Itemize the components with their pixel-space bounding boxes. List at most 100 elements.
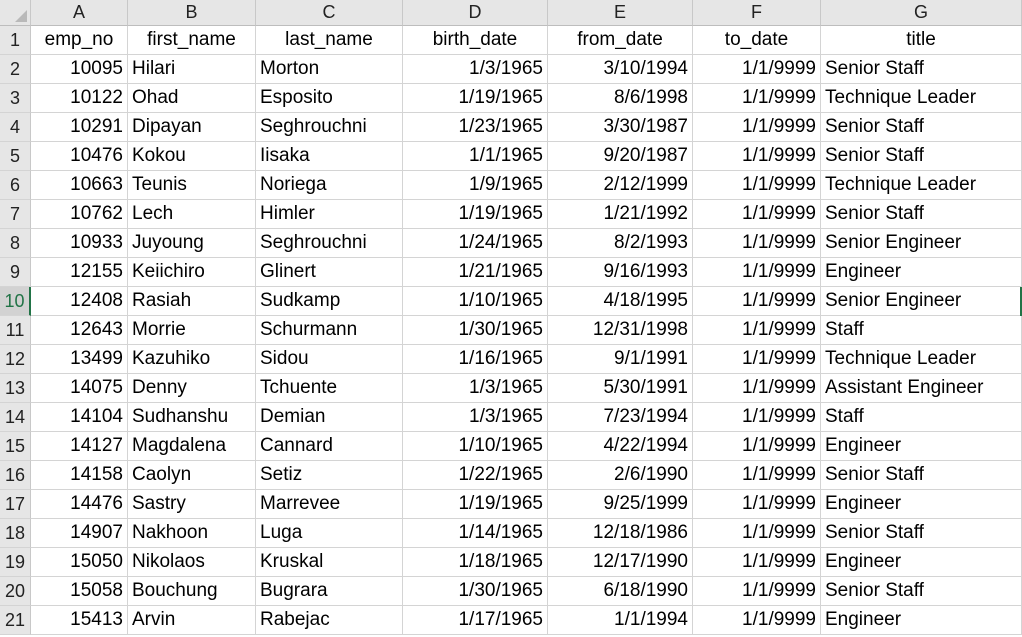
cell-emp-no[interactable]: 15058 [31, 577, 128, 606]
cell-first-name[interactable]: Denny [128, 374, 256, 403]
cell-from-date[interactable]: 9/1/1991 [548, 345, 693, 374]
cell-to-date[interactable]: 1/1/9999 [693, 403, 821, 432]
cell-title[interactable]: Assistant Engineer [821, 374, 1022, 403]
cell-from-date[interactable]: 12/17/1990 [548, 548, 693, 577]
cell-first-name[interactable]: Sastry [128, 490, 256, 519]
cell-from-date[interactable]: 2/12/1999 [548, 171, 693, 200]
cell-title[interactable]: Engineer [821, 606, 1022, 635]
cell-last-name[interactable]: Setiz [256, 461, 403, 490]
cell-emp-no[interactable]: 14104 [31, 403, 128, 432]
column-header-e[interactable]: E [548, 0, 693, 26]
cell-header-last-name[interactable]: last_name [256, 26, 403, 55]
cell-header-to-date[interactable]: to_date [693, 26, 821, 55]
row-header[interactable]: 2 [0, 55, 31, 84]
column-header-c[interactable]: C [256, 0, 403, 26]
cell-birth-date[interactable]: 1/19/1965 [403, 84, 548, 113]
cell-to-date[interactable]: 1/1/9999 [693, 229, 821, 258]
row-header[interactable]: 17 [0, 490, 31, 519]
cell-first-name[interactable]: Dipayan [128, 113, 256, 142]
cell-from-date[interactable]: 9/20/1987 [548, 142, 693, 171]
row-header[interactable]: 7 [0, 200, 31, 229]
cell-title[interactable]: Engineer [821, 490, 1022, 519]
cell-title[interactable]: Senior Staff [821, 142, 1022, 171]
cell-emp-no[interactable]: 10291 [31, 113, 128, 142]
cell-last-name[interactable]: Cannard [256, 432, 403, 461]
cell-from-date[interactable]: 1/21/1992 [548, 200, 693, 229]
cell-last-name[interactable]: Noriega [256, 171, 403, 200]
cell-emp-no[interactable]: 12643 [31, 316, 128, 345]
row-header[interactable]: 18 [0, 519, 31, 548]
cell-title[interactable]: Staff [821, 316, 1022, 345]
cell-emp-no[interactable]: 14907 [31, 519, 128, 548]
cell-from-date[interactable]: 3/10/1994 [548, 55, 693, 84]
cell-last-name[interactable]: Marrevee [256, 490, 403, 519]
cell-to-date[interactable]: 1/1/9999 [693, 84, 821, 113]
row-header[interactable]: 19 [0, 548, 31, 577]
select-all-corner[interactable] [0, 0, 31, 26]
cell-to-date[interactable]: 1/1/9999 [693, 316, 821, 345]
cell-from-date[interactable]: 4/22/1994 [548, 432, 693, 461]
cell-to-date[interactable]: 1/1/9999 [693, 345, 821, 374]
cell-header-from-date[interactable]: from_date [548, 26, 693, 55]
cell-to-date[interactable]: 1/1/9999 [693, 55, 821, 84]
cell-header-emp-no[interactable]: emp_no [31, 26, 128, 55]
cell-to-date[interactable]: 1/1/9999 [693, 606, 821, 635]
cell-first-name[interactable]: Teunis [128, 171, 256, 200]
cell-first-name[interactable]: Morrie [128, 316, 256, 345]
cell-first-name[interactable]: Lech [128, 200, 256, 229]
cell-last-name[interactable]: Esposito [256, 84, 403, 113]
cell-birth-date[interactable]: 1/3/1965 [403, 374, 548, 403]
cell-birth-date[interactable]: 1/16/1965 [403, 345, 548, 374]
cell-emp-no[interactable]: 13499 [31, 345, 128, 374]
cell-header-title[interactable]: title [821, 26, 1022, 55]
column-header-f[interactable]: F [693, 0, 821, 26]
row-header[interactable]: 21 [0, 606, 31, 635]
cell-first-name[interactable]: Bouchung [128, 577, 256, 606]
cell-emp-no[interactable]: 10122 [31, 84, 128, 113]
cell-last-name[interactable]: Schurmann [256, 316, 403, 345]
cell-header-first-name[interactable]: first_name [128, 26, 256, 55]
cell-to-date[interactable]: 1/1/9999 [693, 287, 821, 316]
cell-birth-date[interactable]: 1/30/1965 [403, 577, 548, 606]
cell-from-date[interactable]: 3/30/1987 [548, 113, 693, 142]
cell-birth-date[interactable]: 1/14/1965 [403, 519, 548, 548]
cell-last-name[interactable]: Morton [256, 55, 403, 84]
cell-title[interactable]: Senior Engineer [821, 287, 1022, 316]
cell-first-name[interactable]: Sudhanshu [128, 403, 256, 432]
cell-to-date[interactable]: 1/1/9999 [693, 142, 821, 171]
row-header[interactable]: 14 [0, 403, 31, 432]
cell-first-name[interactable]: Hilari [128, 55, 256, 84]
cell-from-date[interactable]: 9/16/1993 [548, 258, 693, 287]
cell-emp-no[interactable]: 10095 [31, 55, 128, 84]
cell-birth-date[interactable]: 1/3/1965 [403, 403, 548, 432]
row-header[interactable]: 5 [0, 142, 31, 171]
cell-from-date[interactable]: 7/23/1994 [548, 403, 693, 432]
cell-birth-date[interactable]: 1/30/1965 [403, 316, 548, 345]
cell-last-name[interactable]: Bugrara [256, 577, 403, 606]
cell-to-date[interactable]: 1/1/9999 [693, 113, 821, 142]
cell-title[interactable]: Senior Staff [821, 200, 1022, 229]
cell-to-date[interactable]: 1/1/9999 [693, 374, 821, 403]
cell-last-name[interactable]: Luga [256, 519, 403, 548]
cell-last-name[interactable]: Tchuente [256, 374, 403, 403]
cell-to-date[interactable]: 1/1/9999 [693, 258, 821, 287]
row-header[interactable]: 1 [0, 26, 31, 55]
cell-first-name[interactable]: Kokou [128, 142, 256, 171]
row-header[interactable]: 8 [0, 229, 31, 258]
cell-to-date[interactable]: 1/1/9999 [693, 577, 821, 606]
cell-birth-date[interactable]: 1/3/1965 [403, 55, 548, 84]
cell-birth-date[interactable]: 1/21/1965 [403, 258, 548, 287]
cell-to-date[interactable]: 1/1/9999 [693, 200, 821, 229]
cell-from-date[interactable]: 12/18/1986 [548, 519, 693, 548]
cell-title[interactable]: Senior Engineer [821, 229, 1022, 258]
cell-first-name[interactable]: Keiichiro [128, 258, 256, 287]
cell-from-date[interactable]: 12/31/1998 [548, 316, 693, 345]
cell-last-name[interactable]: Sidou [256, 345, 403, 374]
cell-birth-date[interactable]: 1/22/1965 [403, 461, 548, 490]
cell-last-name[interactable]: Iisaka [256, 142, 403, 171]
cell-emp-no[interactable]: 14476 [31, 490, 128, 519]
cell-to-date[interactable]: 1/1/9999 [693, 171, 821, 200]
cell-last-name[interactable]: Demian [256, 403, 403, 432]
cell-emp-no[interactable]: 10762 [31, 200, 128, 229]
